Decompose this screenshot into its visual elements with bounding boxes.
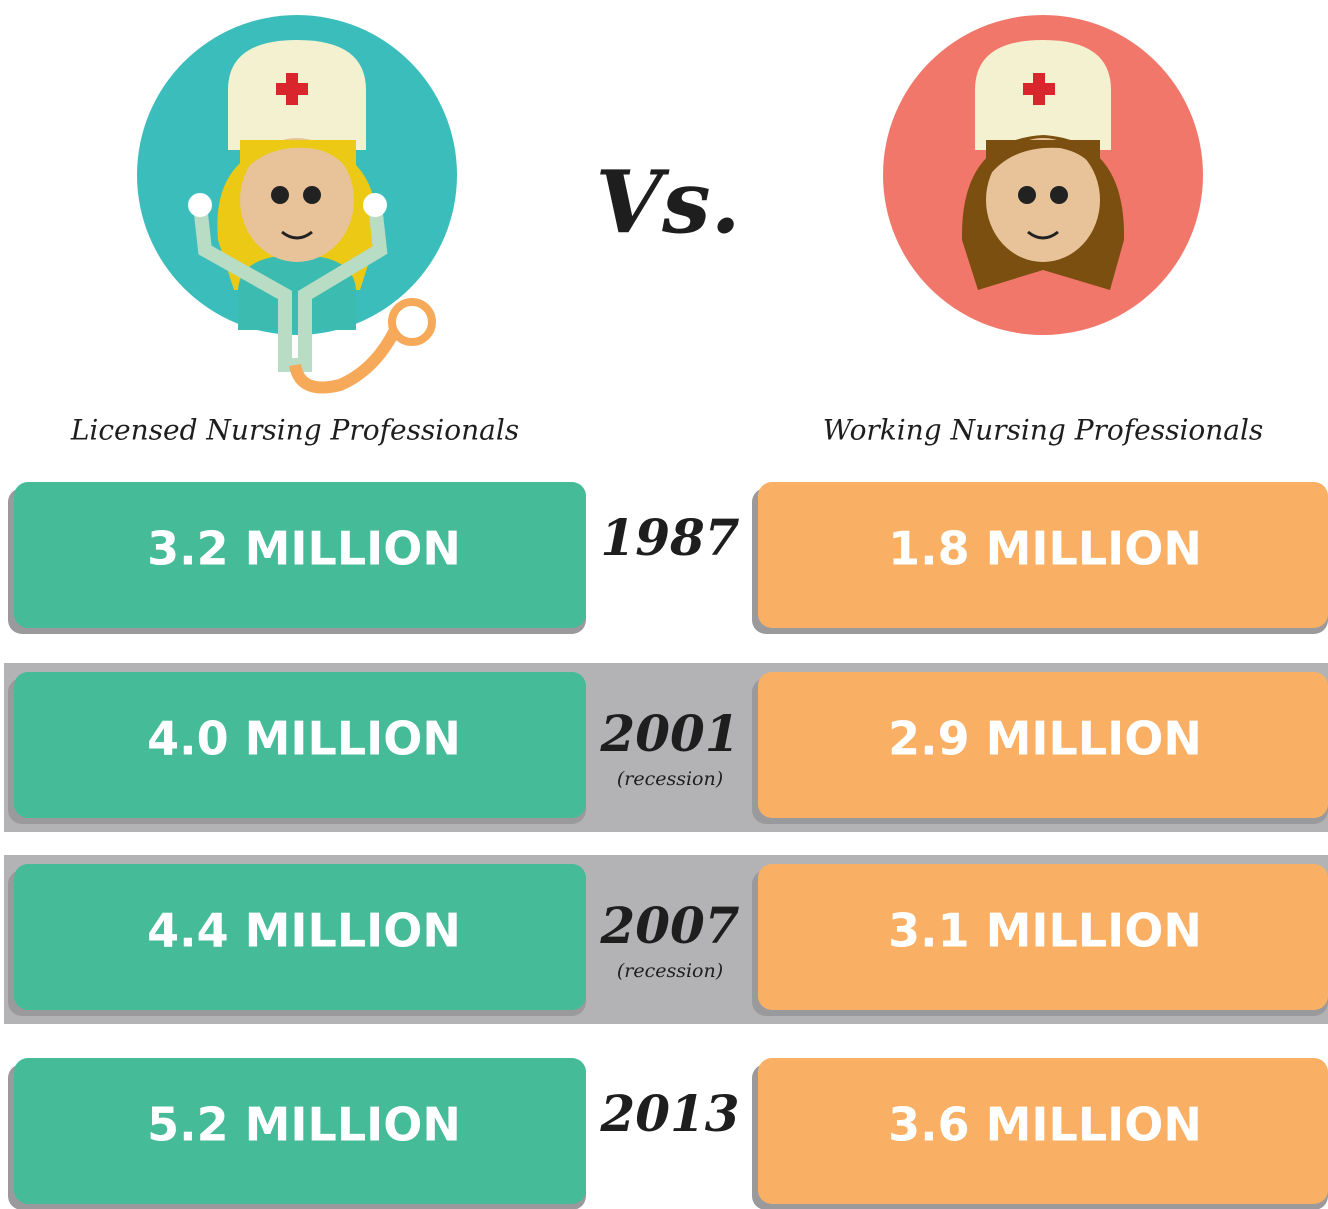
year-note: (recession) [617,960,723,982]
working-value: 1.8 MILLION [888,522,1202,576]
working-value: 3.1 MILLION [888,904,1202,958]
right-label: Working Nursing Professionals [823,414,1264,447]
licensed-value: 4.0 MILLION [147,712,461,766]
year: 2001 [599,704,739,763]
infographic: Vs. Licensed Nursing Professionals Worki… [0,0,1328,1209]
licensed-value: 3.2 MILLION [147,522,461,576]
year: 2013 [599,1084,739,1143]
licensed-nurse-icon [137,15,457,388]
licensed-value: 4.4 MILLION [147,904,461,958]
licensed-value: 5.2 MILLION [147,1098,461,1152]
working-value: 3.6 MILLION [888,1098,1202,1152]
working-value: 2.9 MILLION [888,712,1202,766]
canvas: Vs. Licensed Nursing Professionals Worki… [0,0,1328,1209]
year: 1987 [600,508,739,567]
working-nurse-icon [883,15,1203,335]
year: 2007 [599,896,739,955]
year-note: (recession) [617,768,723,790]
vs-text: Vs. [595,153,740,254]
left-label: Licensed Nursing Professionals [70,414,519,447]
